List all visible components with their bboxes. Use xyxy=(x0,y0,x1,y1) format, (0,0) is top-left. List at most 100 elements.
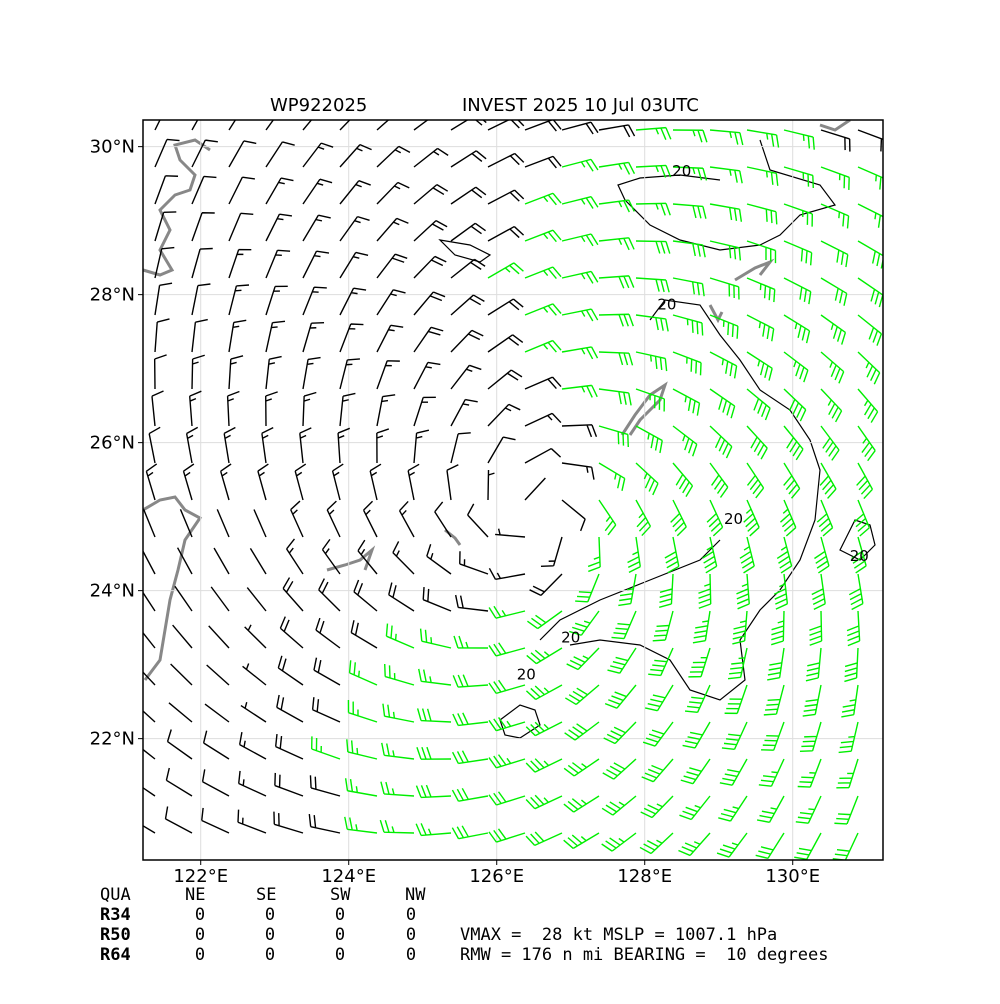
wind-barb xyxy=(353,579,378,612)
wind-barb xyxy=(265,177,294,205)
wind-barb xyxy=(525,831,563,847)
wind-barb xyxy=(783,203,814,227)
wind-barb xyxy=(154,120,161,131)
wind-barb xyxy=(337,427,351,464)
wind-barb xyxy=(339,215,370,242)
wind-barb xyxy=(672,129,708,143)
title-left: WP922025 xyxy=(270,95,367,116)
wind-barb xyxy=(376,289,406,316)
wind-barb xyxy=(709,314,739,339)
wind-barb xyxy=(709,388,736,419)
wind-barb xyxy=(454,594,489,612)
wind-barb xyxy=(783,351,809,383)
wind-barbs xyxy=(143,120,883,860)
wind-barb xyxy=(746,462,765,499)
wind-barb xyxy=(282,577,304,612)
wind-barb xyxy=(487,120,525,131)
wind-barb xyxy=(598,275,635,289)
wind-barb xyxy=(350,620,378,649)
wind-barb xyxy=(672,314,704,336)
wind-barb xyxy=(413,120,429,131)
wind-barb xyxy=(265,320,286,353)
wind-barb xyxy=(635,499,652,537)
wind-barb xyxy=(524,120,562,132)
wind-barb xyxy=(488,567,526,581)
wind-barb xyxy=(253,509,267,538)
table-cell: 0 xyxy=(335,925,345,945)
wind-barb xyxy=(302,120,313,131)
wind-barb xyxy=(718,795,748,822)
x-tick-label: 122°E xyxy=(173,866,228,887)
wind-barb xyxy=(154,175,179,205)
wind-barb xyxy=(459,551,489,575)
wind-barb xyxy=(564,721,600,741)
wind-barb xyxy=(564,684,600,706)
wind-barb xyxy=(524,303,562,316)
wind-barb xyxy=(525,721,563,737)
wind-barb xyxy=(763,684,785,716)
wind-barb xyxy=(170,663,193,686)
wind-barb xyxy=(143,786,156,797)
wind-barb xyxy=(820,388,843,423)
wind-barb xyxy=(719,758,748,786)
wind-barb xyxy=(191,120,199,131)
wind-barb xyxy=(213,547,230,575)
wind-barb xyxy=(776,536,793,574)
wind-barb xyxy=(407,463,420,501)
wind-barb xyxy=(575,573,600,603)
wind-barb xyxy=(450,364,482,390)
wind-barb xyxy=(242,663,267,686)
wind-barb xyxy=(228,120,237,131)
wind-barb xyxy=(228,355,244,390)
wind-barb xyxy=(692,610,711,644)
wind-barb xyxy=(618,573,637,607)
wind-barb xyxy=(706,499,724,537)
wind-barb xyxy=(524,447,562,464)
wind-barb xyxy=(418,668,452,686)
wind-barb xyxy=(526,647,563,665)
wind-barb xyxy=(602,758,637,780)
wind-barb xyxy=(240,701,267,723)
wind-barb xyxy=(450,150,487,168)
wind-barb xyxy=(844,647,859,683)
wind-barb xyxy=(709,425,733,459)
wind-barb xyxy=(642,721,674,747)
wind-barb xyxy=(265,249,291,279)
wind-barb xyxy=(587,536,601,573)
wind-barb xyxy=(154,282,173,316)
wind-barb xyxy=(819,462,837,499)
wind-barb xyxy=(302,322,325,353)
wind-barb xyxy=(376,253,408,279)
wind-barb xyxy=(635,126,672,140)
wind-barb xyxy=(732,610,748,645)
table-cell: 0 xyxy=(195,945,205,965)
wind-barb xyxy=(672,240,706,258)
wind-barb xyxy=(348,660,378,686)
wind-barb xyxy=(176,547,193,575)
wind-barb xyxy=(805,647,822,682)
wind-barb xyxy=(226,390,240,427)
wind-barb xyxy=(346,739,378,760)
wind-barb xyxy=(652,610,674,642)
wind-barb xyxy=(527,610,563,630)
wind-barb xyxy=(524,477,546,501)
wind-barb xyxy=(326,500,341,538)
wind-barb xyxy=(816,499,834,537)
wind-barb xyxy=(153,354,167,390)
wind-barb xyxy=(189,390,202,427)
table-cell: 0 xyxy=(195,925,205,945)
wind-barb xyxy=(223,426,236,464)
wind-barb xyxy=(419,628,452,649)
wind-barb xyxy=(311,736,341,760)
wind-barb xyxy=(467,503,489,538)
wind-barb xyxy=(246,587,267,612)
wind-barb xyxy=(672,388,701,416)
wind-barb xyxy=(452,674,489,688)
wind-barb xyxy=(145,463,158,501)
wind-barb xyxy=(265,355,282,390)
y-tick-label: 24°N xyxy=(90,581,135,602)
wind-barb xyxy=(487,469,495,501)
coastlines xyxy=(143,120,851,681)
wind-barb xyxy=(413,396,436,427)
wind-barb xyxy=(208,625,230,649)
